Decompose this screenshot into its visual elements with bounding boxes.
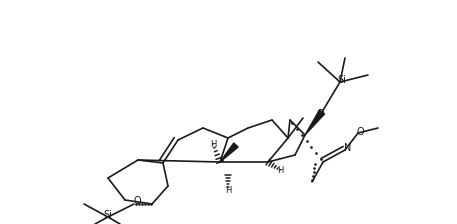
Text: H: H xyxy=(277,166,283,174)
Text: Si: Si xyxy=(104,210,112,220)
Polygon shape xyxy=(305,110,324,135)
Text: O: O xyxy=(316,109,324,119)
Text: O: O xyxy=(133,196,141,206)
Polygon shape xyxy=(220,143,238,162)
Text: Si: Si xyxy=(338,75,346,85)
Text: H: H xyxy=(210,140,216,149)
Text: H: H xyxy=(225,185,231,194)
Text: O: O xyxy=(356,127,364,137)
Text: N: N xyxy=(344,143,352,153)
